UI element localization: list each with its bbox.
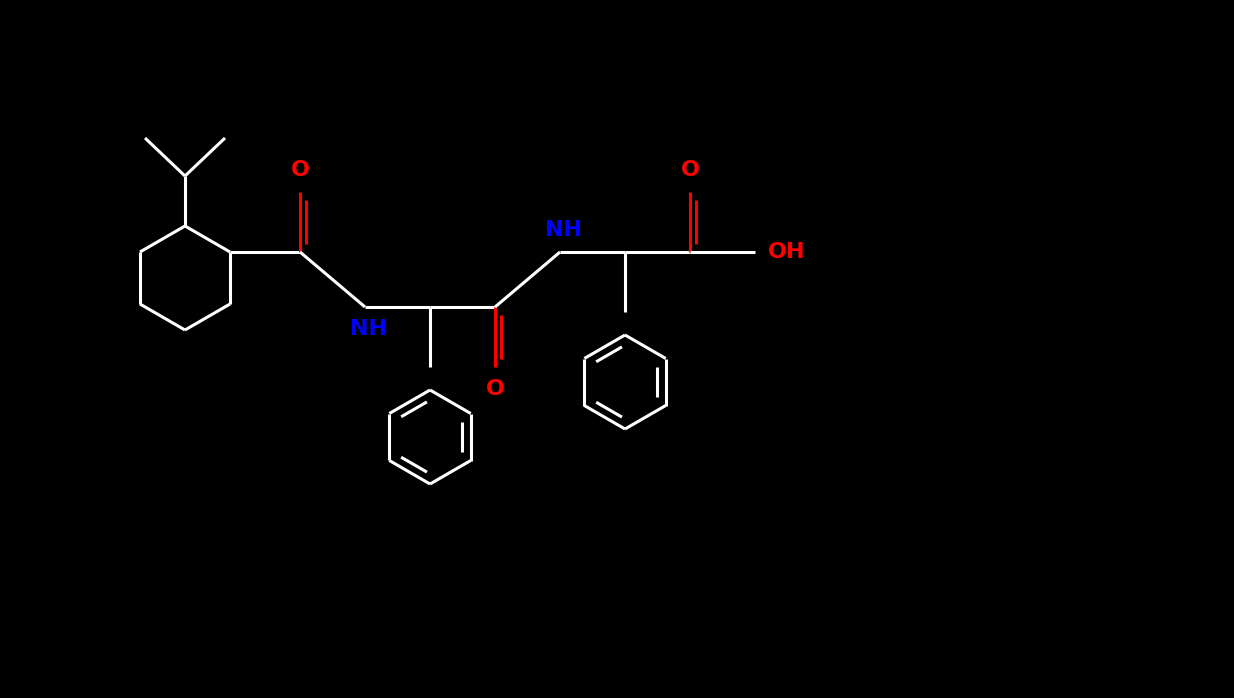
Text: O: O (680, 160, 700, 180)
Text: OH: OH (769, 242, 806, 262)
Text: NH: NH (349, 319, 386, 339)
Text: NH: NH (544, 220, 581, 240)
Text: O: O (290, 160, 310, 180)
Text: O: O (485, 379, 505, 399)
